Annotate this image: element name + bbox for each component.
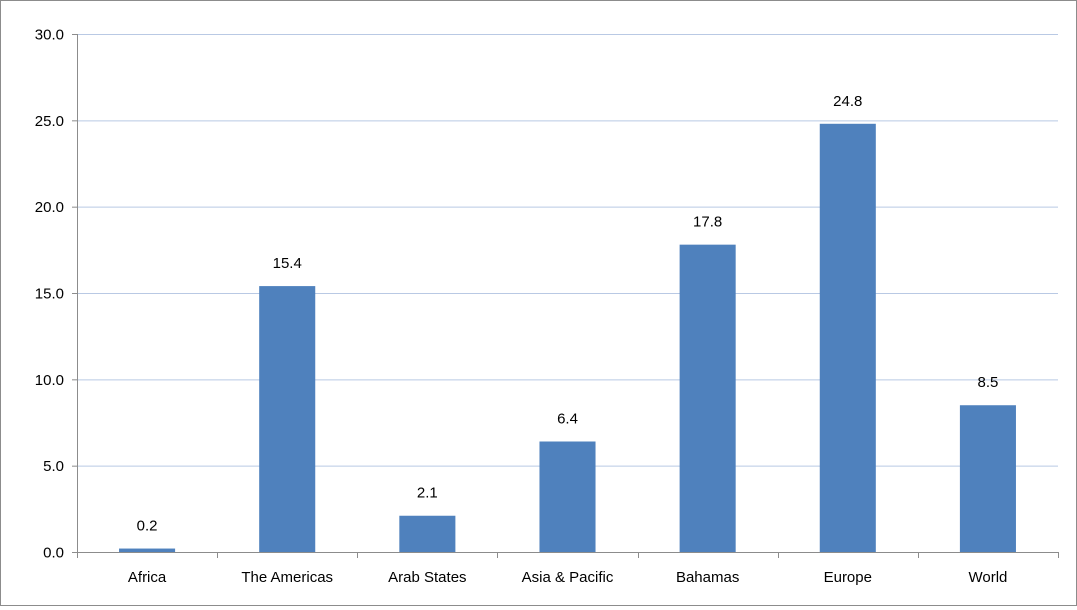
x-tick-label: Africa bbox=[128, 569, 167, 586]
x-tick-label: Arab States bbox=[388, 569, 466, 586]
gridlines bbox=[77, 34, 1058, 467]
bar-arab-states bbox=[399, 515, 456, 552]
y-tick-label: 25.0 bbox=[35, 113, 64, 130]
data-label: 15.4 bbox=[273, 255, 302, 272]
x-tick-label: Bahamas bbox=[676, 569, 739, 586]
x-tick-label: World bbox=[968, 569, 1007, 586]
y-tick-label: 0.0 bbox=[43, 545, 64, 562]
axes bbox=[72, 34, 1059, 558]
data-label: 2.1 bbox=[417, 485, 438, 502]
labels: 0.0 5.0 10.0 15.0 20.0 25.0 30.0 0.2 Africa 15.4 T… bbox=[35, 27, 1008, 587]
y-tick-label: 20.0 bbox=[35, 199, 64, 216]
bar-africa bbox=[119, 548, 176, 552]
y-tick-label: 30.0 bbox=[35, 27, 64, 44]
bar-asia-pacific bbox=[539, 441, 596, 552]
bar-europe bbox=[819, 123, 876, 552]
y-tick-label: 5.0 bbox=[43, 458, 64, 475]
data-label: 0.2 bbox=[137, 518, 158, 535]
x-tick-label: Asia & Pacific bbox=[522, 569, 614, 586]
data-label: 24.8 bbox=[833, 93, 862, 110]
bars bbox=[119, 123, 1016, 553]
y-tick-label: 10.0 bbox=[35, 372, 64, 389]
x-tick-label: Europe bbox=[824, 569, 872, 586]
y-tick-label: 15.0 bbox=[35, 286, 64, 303]
bar-bahamas bbox=[679, 244, 736, 553]
bar-the-americas bbox=[259, 286, 316, 552]
data-label: 8.5 bbox=[977, 374, 998, 391]
data-label: 6.4 bbox=[557, 410, 578, 427]
data-label: 17.8 bbox=[693, 214, 722, 231]
bar-world bbox=[959, 405, 1016, 552]
x-tick-label: The Americas bbox=[241, 569, 333, 586]
